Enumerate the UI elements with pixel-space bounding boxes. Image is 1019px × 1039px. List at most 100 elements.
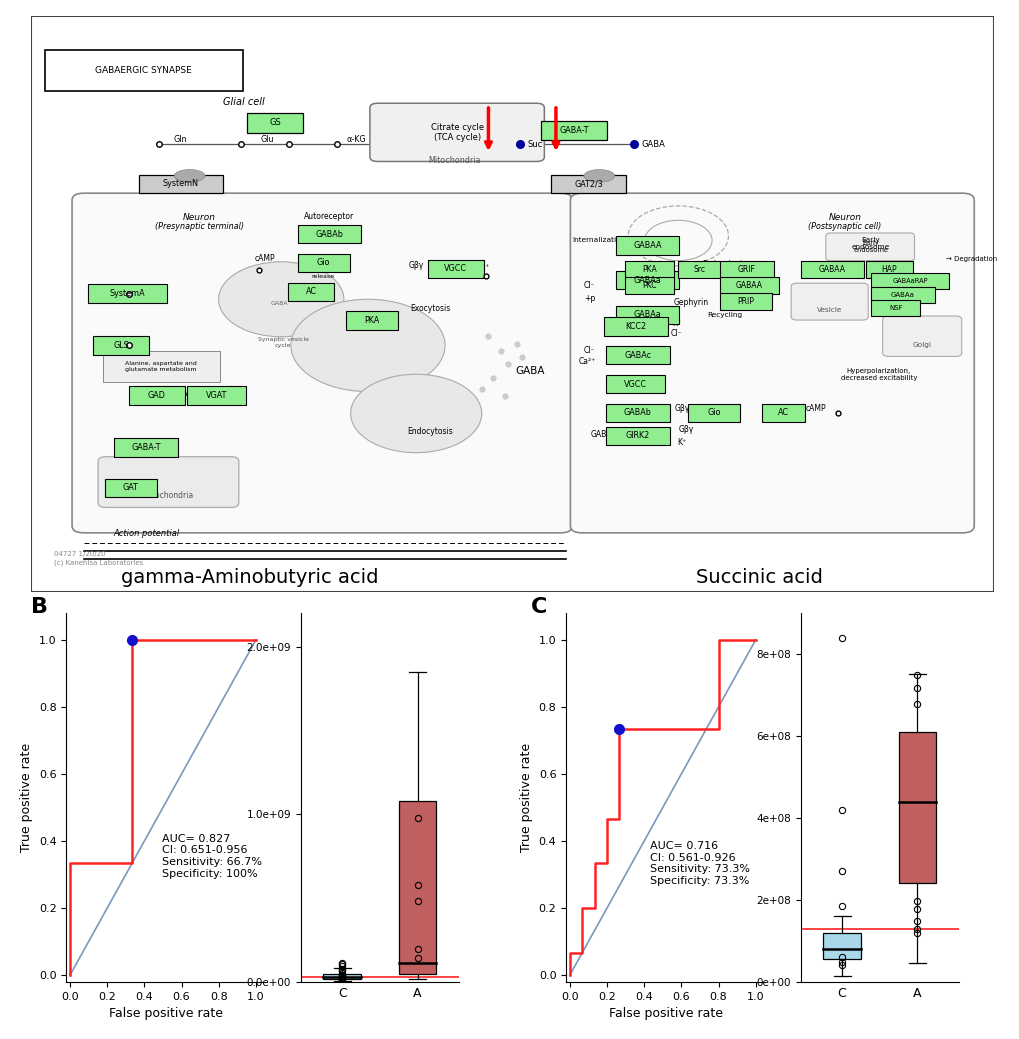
Text: (c) Kanehisa Laboratories: (c) Kanehisa Laboratories	[54, 560, 143, 566]
Bar	[822, 933, 860, 959]
Text: Gln: Gln	[137, 287, 150, 295]
Text: Neuron: Neuron	[182, 213, 216, 222]
FancyBboxPatch shape	[870, 273, 949, 290]
FancyBboxPatch shape	[615, 305, 679, 324]
FancyBboxPatch shape	[287, 283, 334, 301]
Text: GABA: GABA	[590, 429, 611, 438]
FancyBboxPatch shape	[103, 350, 219, 381]
Text: GABAA: GABAA	[735, 281, 762, 290]
Text: Mitochondria: Mitochondria	[144, 490, 194, 500]
Text: GS: GS	[269, 118, 281, 128]
Text: NSF: NSF	[888, 304, 902, 311]
Text: Gephyrin: Gephyrin	[673, 298, 708, 308]
Text: GABAA: GABAA	[633, 241, 661, 250]
Text: K⁺: K⁺	[672, 319, 681, 328]
Text: PRIP: PRIP	[737, 297, 753, 307]
Text: Ca²⁺: Ca²⁺	[578, 357, 595, 367]
FancyBboxPatch shape	[605, 346, 669, 365]
Text: GABAb: GABAb	[315, 230, 343, 239]
Text: GLS: GLS	[113, 341, 129, 350]
Text: Gβγ: Gβγ	[674, 403, 689, 412]
Text: Gln: Gln	[173, 135, 186, 144]
Text: GABA: GABA	[270, 301, 287, 307]
FancyBboxPatch shape	[370, 103, 544, 161]
Text: Internalization: Internalization	[572, 237, 626, 243]
Text: Gio: Gio	[706, 408, 720, 418]
Text: B: B	[31, 597, 48, 617]
Text: GABA: GABA	[641, 139, 665, 149]
Text: GAT: GAT	[122, 483, 139, 492]
Text: cAMP: cAMP	[255, 254, 275, 263]
Text: GABA-T: GABA-T	[131, 443, 161, 452]
Text: Neuron: Neuron	[827, 213, 861, 222]
FancyBboxPatch shape	[687, 404, 740, 422]
FancyBboxPatch shape	[870, 287, 933, 302]
Text: Cl⁻: Cl⁻	[583, 281, 595, 290]
Text: AC: AC	[777, 408, 788, 418]
Text: Src: Src	[693, 265, 705, 274]
Circle shape	[351, 374, 481, 453]
Text: Recycling: Recycling	[706, 312, 742, 318]
X-axis label: False positive rate: False positive rate	[608, 1007, 721, 1020]
Text: Glial cell: Glial cell	[223, 97, 265, 107]
FancyBboxPatch shape	[248, 113, 303, 133]
FancyBboxPatch shape	[800, 261, 863, 278]
Text: K⁺: K⁺	[677, 438, 686, 447]
Text: GABA: GABA	[515, 367, 544, 376]
FancyBboxPatch shape	[541, 122, 606, 139]
Text: VGAT: VGAT	[205, 391, 226, 400]
Text: α-KG: α-KG	[346, 135, 366, 144]
Text: AUC= 0.827
CI: 0.651-0.956
Sensitivity: 66.7%
Specificity: 100%: AUC= 0.827 CI: 0.651-0.956 Sensitivity: …	[162, 833, 262, 879]
FancyBboxPatch shape	[881, 316, 961, 356]
Text: Gβγ: Gβγ	[409, 261, 423, 269]
Text: GABAA: GABAA	[818, 265, 845, 274]
Bar	[898, 731, 935, 883]
Text: +p: +p	[584, 294, 595, 303]
Text: Ca²⁺: Ca²⁺	[473, 264, 490, 272]
FancyBboxPatch shape	[72, 193, 572, 533]
FancyBboxPatch shape	[186, 387, 246, 405]
Text: Vesicle: Vesicle	[816, 307, 842, 313]
Text: Early
endosome: Early endosome	[853, 240, 888, 254]
FancyBboxPatch shape	[345, 312, 397, 329]
Bar	[323, 975, 361, 980]
FancyBboxPatch shape	[45, 50, 243, 90]
Text: GABAa: GABAa	[891, 292, 914, 298]
Text: Golgi: Golgi	[912, 343, 930, 348]
FancyBboxPatch shape	[625, 276, 674, 294]
FancyBboxPatch shape	[865, 261, 912, 278]
Y-axis label: True positive rate: True positive rate	[20, 743, 34, 852]
Text: Succinic acid: Succinic acid	[696, 568, 822, 587]
Text: Citrate cycle
(TCA cycle): Citrate cycle (TCA cycle)	[430, 123, 483, 142]
FancyBboxPatch shape	[719, 293, 771, 311]
Text: Endocytosis: Endocytosis	[702, 260, 746, 266]
FancyBboxPatch shape	[761, 404, 804, 422]
Text: Gio: Gio	[317, 259, 330, 267]
Ellipse shape	[174, 169, 205, 182]
FancyBboxPatch shape	[719, 261, 773, 278]
FancyBboxPatch shape	[603, 317, 667, 336]
FancyBboxPatch shape	[605, 404, 669, 422]
FancyBboxPatch shape	[139, 175, 223, 193]
Text: GIRK2: GIRK2	[625, 431, 649, 441]
Text: GABAa: GABAa	[633, 275, 660, 285]
Text: Endocytosis: Endocytosis	[408, 427, 453, 435]
FancyBboxPatch shape	[31, 16, 994, 592]
FancyBboxPatch shape	[550, 175, 626, 193]
Text: Inhibition
of GABA
release: Inhibition of GABA release	[308, 263, 337, 278]
Text: KCC2: KCC2	[625, 322, 646, 330]
Text: GABAa: GABAa	[633, 311, 660, 319]
Text: Autoreceptor: Autoreceptor	[304, 212, 355, 220]
Text: A: A	[21, 0, 38, 4]
Text: Glu: Glu	[260, 135, 273, 144]
Bar	[398, 801, 436, 975]
FancyBboxPatch shape	[298, 254, 350, 272]
Text: GAT2/3: GAT2/3	[574, 180, 602, 188]
Text: GRIF: GRIF	[737, 265, 755, 274]
Text: GABAc: GABAc	[624, 351, 651, 359]
FancyBboxPatch shape	[98, 457, 238, 507]
Text: Mitochondria: Mitochondria	[428, 156, 481, 164]
FancyBboxPatch shape	[605, 375, 664, 394]
Text: GABAERGIC SYNAPSE: GABAERGIC SYNAPSE	[95, 65, 192, 75]
Text: Cl⁻: Cl⁻	[583, 346, 595, 355]
